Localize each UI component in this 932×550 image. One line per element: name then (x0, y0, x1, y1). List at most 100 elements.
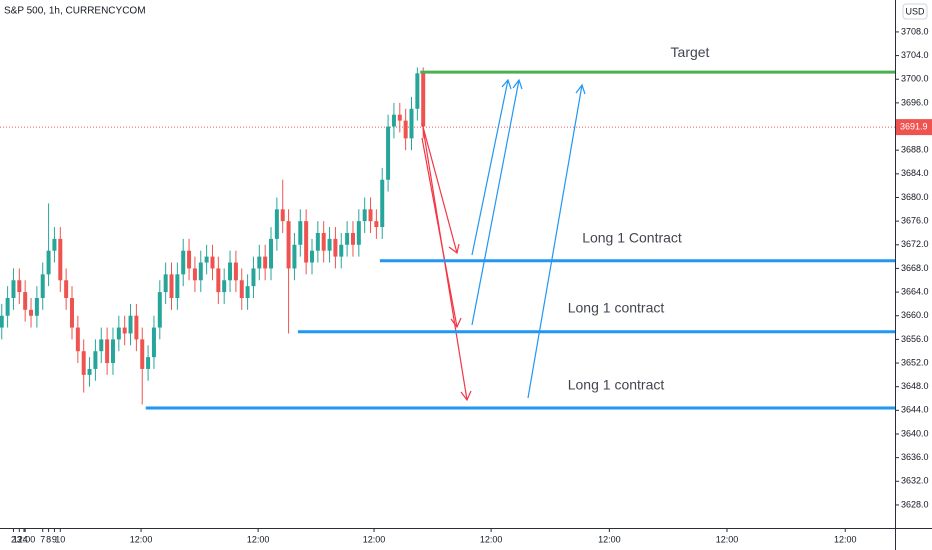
candle-body (23, 292, 28, 310)
candle-body (386, 126, 391, 180)
y-tick-label: 3640.0 (901, 428, 929, 438)
y-tick-label: 3644.0 (901, 405, 929, 415)
arrow-head (448, 243, 460, 255)
candle-body (233, 262, 238, 281)
candle-body (105, 339, 110, 364)
candle-body (257, 256, 262, 269)
candle-body (222, 280, 227, 293)
currency-label[interactable]: USD (905, 6, 925, 16)
candle-body (204, 256, 209, 263)
arrow-line (471, 79, 520, 326)
y-tick-label: 3700.0 (901, 74, 929, 84)
y-tick-label: 3684.0 (901, 168, 929, 178)
candle-body (75, 327, 80, 352)
candle-body (187, 250, 192, 269)
x-tick-label: 2 (11, 534, 16, 544)
candle-body (181, 250, 186, 275)
candle-body (421, 73, 426, 127)
x-tick-label: 12:00 (716, 534, 739, 544)
arrow-head (512, 78, 523, 90)
x-tick-label: 4 (23, 534, 28, 544)
candle-body (327, 238, 332, 251)
arrow-line (421, 122, 458, 254)
candle-body (333, 238, 338, 257)
candle-body (403, 120, 408, 139)
candle-body (391, 114, 396, 127)
y-tick-label: 3656.0 (901, 334, 929, 344)
y-tick-label: 3632.0 (901, 476, 929, 486)
arrow-head (460, 390, 472, 402)
candle-body (175, 274, 180, 298)
candle-body (58, 238, 63, 281)
arrow-head (575, 83, 586, 95)
candle-body (64, 280, 69, 298)
last-price-tag (896, 119, 932, 136)
level-label: Long 1 contract (568, 299, 665, 315)
x-tick-label: 7 (40, 534, 45, 544)
candle-body (269, 238, 274, 269)
x-tick-label: 8 (46, 534, 51, 544)
y-tick-label: 3660.0 (901, 310, 929, 320)
arrow-line (471, 79, 509, 256)
candle-body (122, 327, 127, 334)
candle-body (210, 256, 215, 269)
level-label: Long 1 contract (568, 377, 665, 393)
candle-body (251, 268, 256, 287)
x-tick-label: 12:00 (834, 534, 857, 544)
candle-body (309, 250, 314, 263)
candle-body (157, 292, 162, 328)
candle-body (99, 339, 104, 352)
candle-body (263, 256, 268, 269)
candle-body (415, 73, 420, 109)
last-price-label: 3691.9 (900, 121, 928, 131)
candle-body (380, 179, 385, 228)
candle-body (29, 309, 34, 316)
candle-body (350, 232, 355, 245)
y-tick-label: 3668.0 (901, 263, 929, 273)
candle-body (40, 274, 45, 298)
y-tick-label: 3664.0 (901, 286, 929, 296)
candle-body (11, 280, 16, 298)
level-label: Long 1 Contract (582, 229, 682, 245)
candle-body (292, 244, 297, 269)
candle-body (315, 232, 320, 251)
candle-body (397, 114, 402, 121)
candle-body (339, 244, 344, 257)
candle-body (280, 209, 285, 222)
x-tick-label: 12:00 (130, 534, 153, 544)
candle-body (321, 232, 326, 251)
candle-body (34, 297, 39, 316)
candle-body (110, 339, 115, 364)
candle-body (69, 297, 74, 328)
candle-body (17, 280, 22, 293)
candle-body (345, 232, 350, 245)
candle-body (286, 221, 291, 269)
candle-body (87, 368, 92, 375)
y-tick-label: 3704.0 (901, 50, 929, 60)
arrow-head (501, 78, 512, 90)
candle-body (46, 250, 51, 275)
candle-body (228, 262, 233, 281)
y-tick-label: 3652.0 (901, 357, 929, 367)
candle-body (362, 209, 367, 222)
candle-body (93, 351, 98, 369)
candle-body (198, 262, 203, 281)
currency-box[interactable] (902, 3, 928, 20)
arrow-line (422, 127, 468, 401)
x-tick-label: 12:00 (480, 534, 503, 544)
y-tick-label: 3708.0 (901, 26, 929, 36)
x-tick-label: 12:00 (363, 534, 386, 544)
candle-body (192, 268, 197, 281)
candle-body (239, 280, 244, 298)
x-tick-label: 12:00 (13, 534, 36, 544)
candle-body (356, 221, 361, 245)
y-tick-label: 3680.0 (901, 192, 929, 202)
arrows (421, 78, 586, 402)
candle-body (298, 221, 303, 245)
candle-body (0, 315, 4, 328)
x-tick-label: 12:00 (247, 534, 270, 544)
chart-title: S&P 500, 1h, CURRENCYCOM (4, 6, 146, 17)
candle-body (169, 274, 174, 298)
y-tick-label: 3676.0 (901, 216, 929, 226)
x-tick-label: 9 (52, 534, 57, 544)
